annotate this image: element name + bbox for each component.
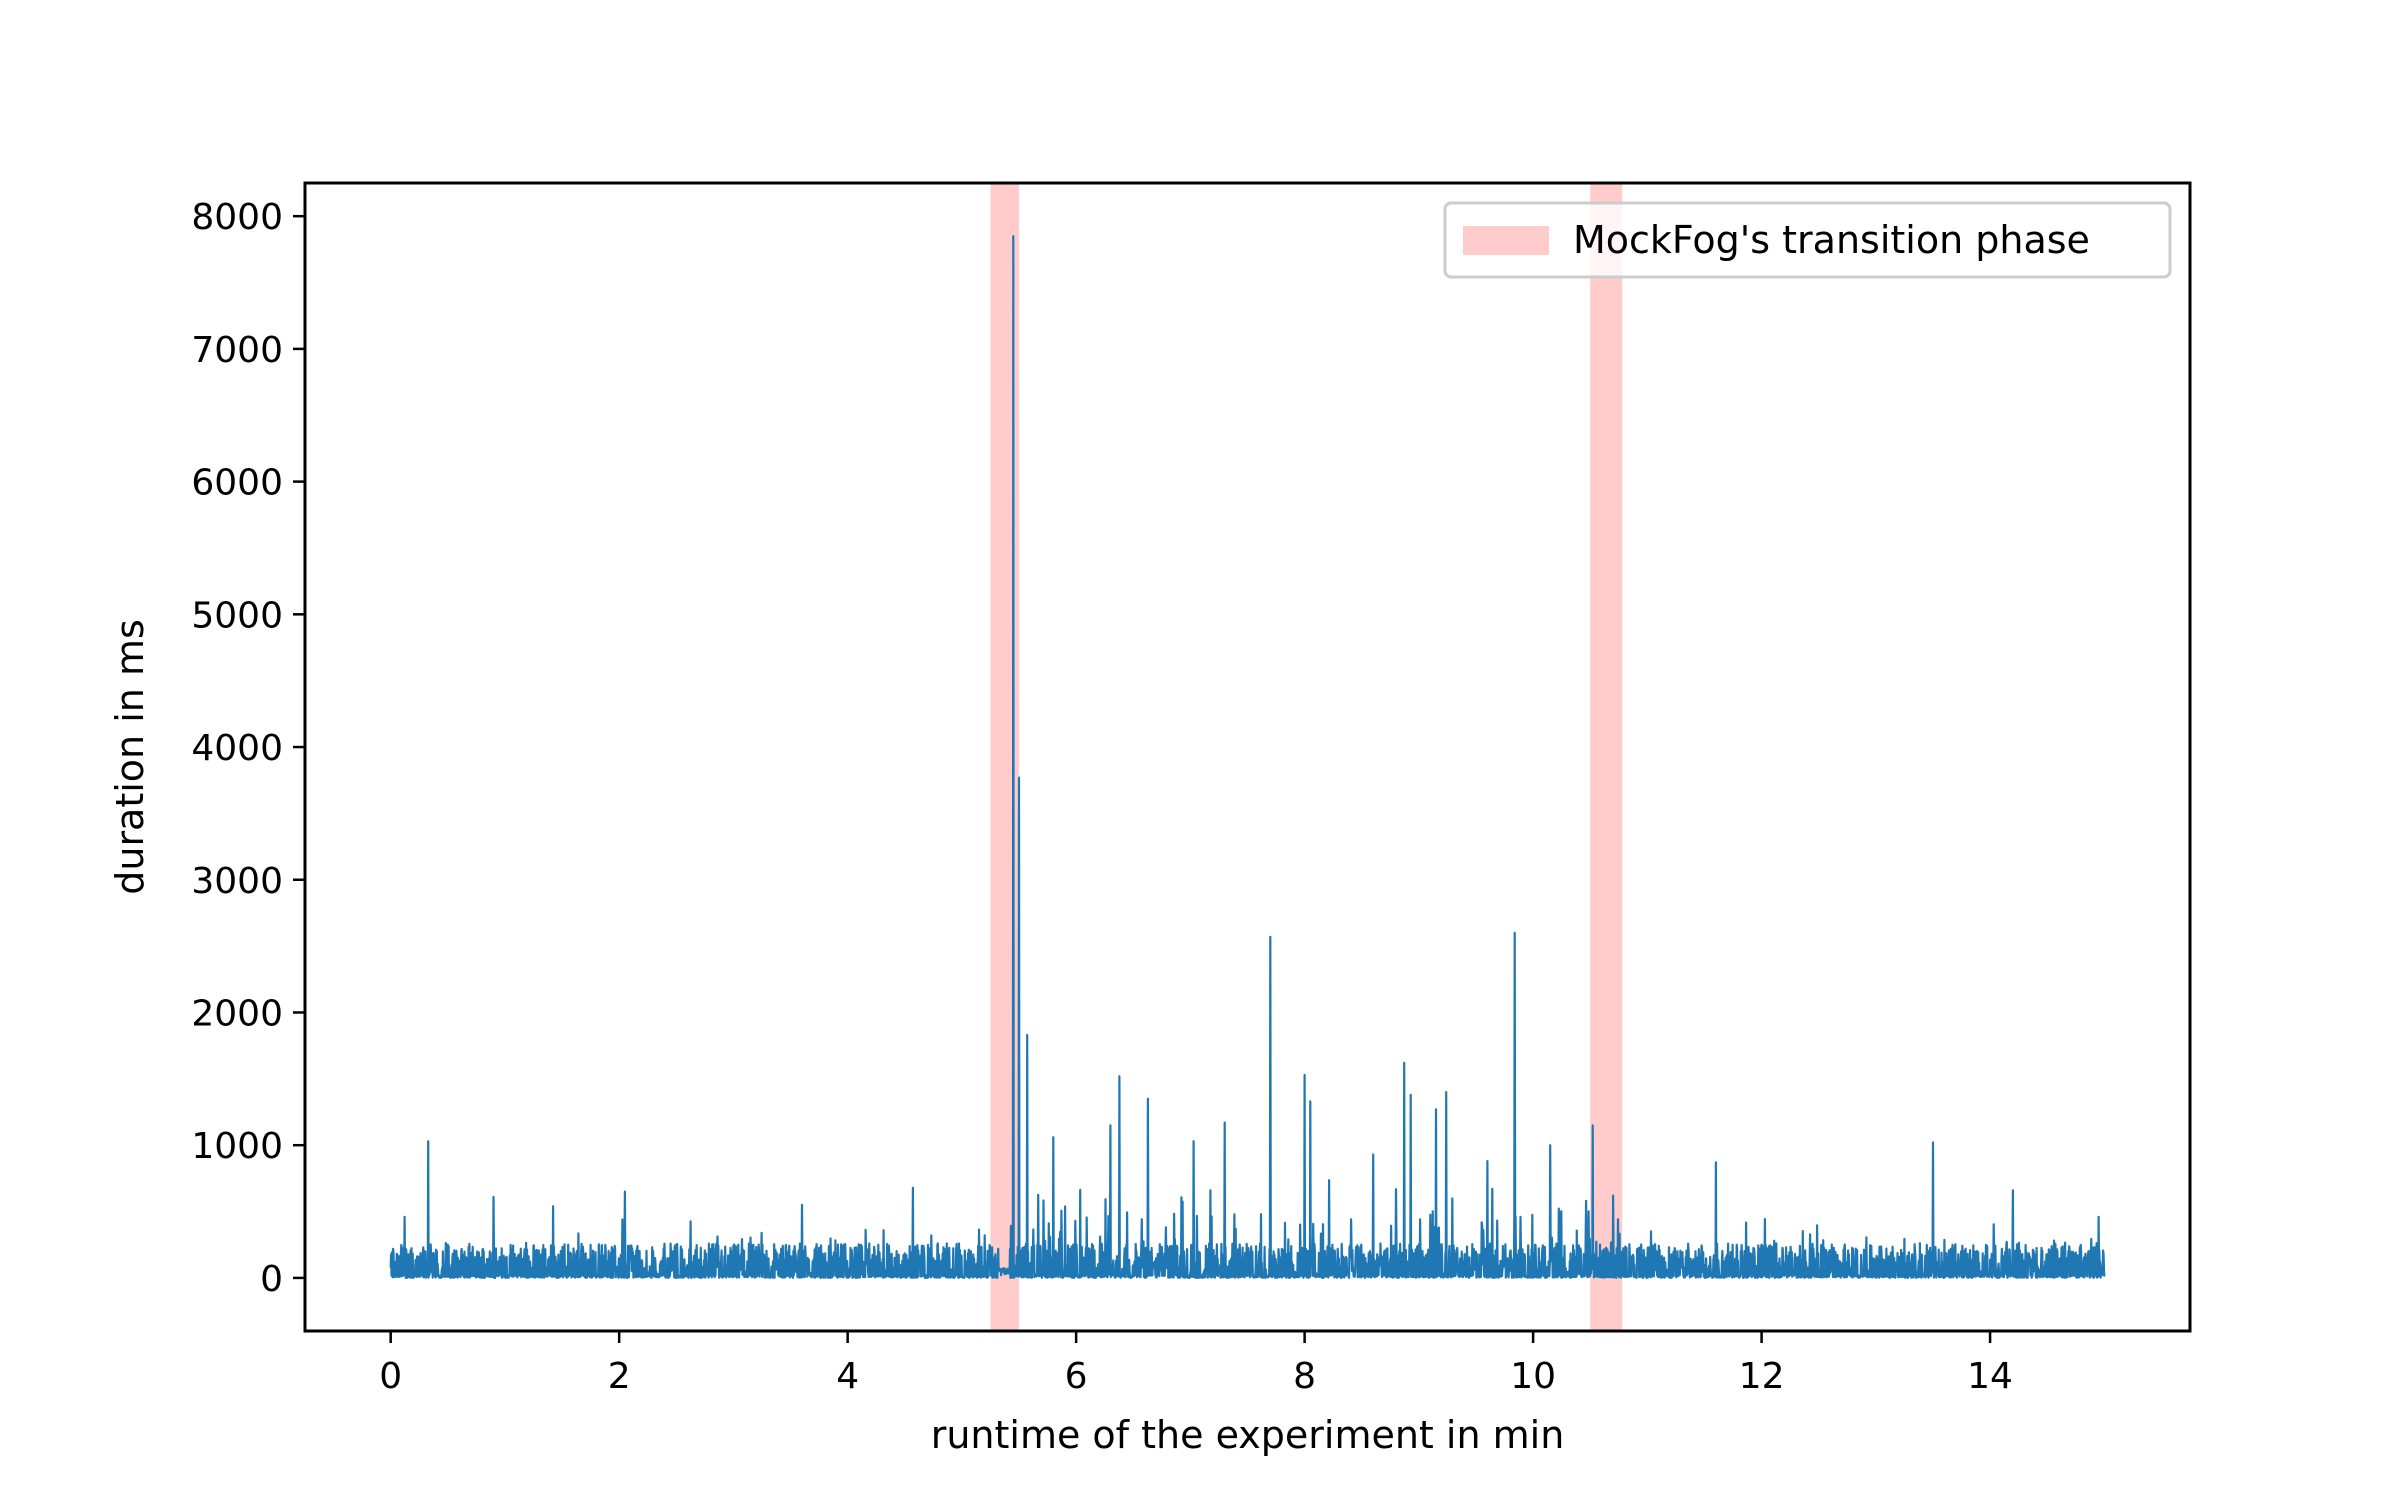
y-tick-label: 8000: [191, 197, 283, 238]
transition-band-2: [1590, 183, 1623, 1331]
y-tick-label: 4000: [191, 728, 283, 769]
x-axis-label: runtime of the experiment in min: [931, 1413, 1565, 1457]
legend: MockFog's transition phase: [1443, 201, 2172, 279]
transition-bands: [990, 183, 1623, 1331]
x-tick-label: 12: [1739, 1356, 1785, 1397]
x-tick-label: 4: [836, 1356, 859, 1397]
series-layer: [389, 235, 2106, 1279]
y-axis-label: duration in ms: [108, 619, 152, 895]
y-tick-label: 0: [260, 1259, 283, 1300]
y-tick-label: 1000: [191, 1126, 283, 1167]
legend-box: [1443, 201, 2172, 279]
x-tick-label: 0: [379, 1356, 402, 1397]
x-tick-label: 14: [1967, 1356, 2013, 1397]
legend-label: MockFog's transition phase: [1573, 218, 2090, 262]
y-tick-label: 3000: [191, 861, 283, 902]
y-tick-label: 6000: [191, 463, 283, 504]
y-axis-ticks: 0 1000 2000 3000 4000 5000 6000 7000 8000: [191, 197, 305, 1300]
x-tick-label: 8: [1293, 1356, 1316, 1397]
x-tick-label: 2: [608, 1356, 631, 1397]
x-tick-label: 10: [1510, 1356, 1556, 1397]
legend-swatch: [1463, 226, 1549, 255]
series-line: [389, 235, 2106, 1279]
y-tick-label: 7000: [191, 330, 283, 371]
axes-frame: [303, 181, 2192, 1333]
y-tick-label: 2000: [191, 993, 283, 1034]
x-tick-label: 6: [1065, 1356, 1088, 1397]
x-axis-ticks: 0 2 4 6 8 10 12 14: [379, 1331, 2013, 1397]
y-tick-label: 5000: [191, 595, 283, 636]
